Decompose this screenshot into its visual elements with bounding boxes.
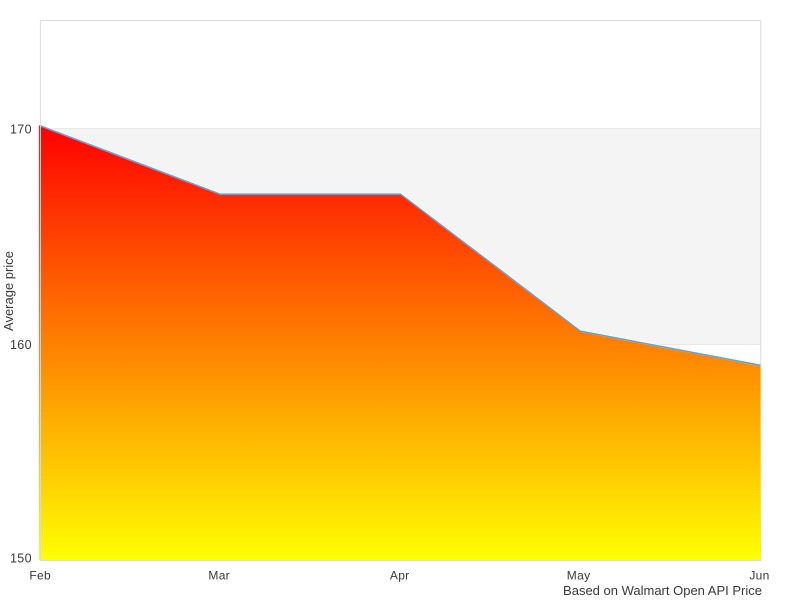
svg-text:Jun: Jun bbox=[749, 568, 769, 582]
svg-text:May: May bbox=[567, 568, 591, 582]
svg-text:170: 170 bbox=[10, 122, 32, 136]
svg-text:Feb: Feb bbox=[29, 568, 51, 582]
svg-text:150: 150 bbox=[10, 552, 32, 566]
svg-text:Mar: Mar bbox=[208, 568, 230, 582]
svg-text:160: 160 bbox=[10, 338, 32, 352]
svg-text:Apr: Apr bbox=[390, 568, 410, 582]
svg-text:Based on Walmart Open API Pric: Based on Walmart Open API Price bbox=[563, 583, 762, 598]
svg-text:Average price: Average price bbox=[1, 251, 16, 331]
